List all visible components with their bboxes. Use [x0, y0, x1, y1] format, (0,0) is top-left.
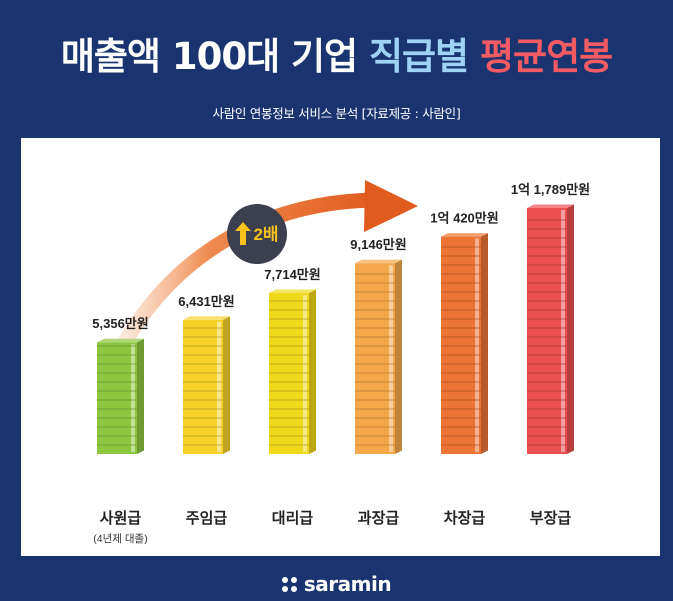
- category-label-3: 대리급: [272, 510, 314, 527]
- logo-text: saramin: [303, 572, 392, 596]
- bar-highlight: [131, 344, 135, 452]
- growth-arrow: [109, 180, 418, 364]
- bar-side: [395, 259, 402, 454]
- bar-top: [441, 233, 488, 237]
- bar-stripes: [97, 345, 137, 446]
- bar-front: [183, 319, 223, 454]
- category-label-5: 차장급: [444, 509, 486, 527]
- title-part-1: 매출액 100대 기업: [60, 35, 358, 78]
- value-label-6: 1억 1,789만원: [511, 182, 590, 197]
- category-note-1: (4년제 대졸): [93, 533, 147, 545]
- bar-1: [97, 338, 144, 454]
- bar-top: [183, 316, 230, 320]
- bar-front: [355, 263, 395, 454]
- bar-stripes: [355, 273, 395, 446]
- bar-top: [97, 338, 144, 343]
- bar-highlight: [217, 321, 221, 452]
- bar-side: [481, 233, 488, 454]
- category-label-2: 주임급: [186, 510, 228, 527]
- bar-2: [183, 316, 230, 454]
- badge-circle: [227, 204, 287, 264]
- bar-6: [527, 204, 574, 454]
- category-label-4: 과장급: [358, 509, 400, 527]
- bar-highlight: [475, 238, 479, 452]
- bar-front: [97, 342, 137, 454]
- bar-side: [223, 316, 230, 454]
- bar-top: [355, 259, 402, 264]
- bar-3: [269, 289, 316, 454]
- value-label-5: 1억 420만원: [430, 211, 498, 226]
- bar-4: [355, 259, 402, 454]
- bar-front: [527, 208, 567, 454]
- bar-highlight: [561, 210, 565, 452]
- bar-top: [269, 289, 316, 294]
- category-label-6: 부장급: [530, 509, 572, 527]
- saramin-logo: saramin: [0, 570, 673, 598]
- bar-side: [567, 204, 574, 454]
- title-part-3: 평균연봉: [479, 35, 613, 78]
- bar-top: [527, 204, 574, 208]
- bar-side: [137, 338, 144, 454]
- value-label-1: 5,356만원: [92, 316, 148, 331]
- badge-label: 2배: [253, 225, 278, 244]
- value-label-4: 9,146만원: [350, 237, 406, 252]
- bar-stripes: [183, 327, 223, 446]
- category-label-1: 사원급: [100, 510, 142, 527]
- bar-side: [309, 289, 316, 454]
- value-label-2: 6,431만원: [178, 294, 234, 309]
- up-arrow-icon: [235, 222, 251, 245]
- bar-5: [441, 233, 488, 454]
- title-part-2: 직급별: [368, 35, 469, 78]
- bar-highlight: [303, 295, 307, 452]
- page-title: 매출액 100대 기업 직급별 평균연봉: [0, 26, 673, 80]
- bar-stripes: [527, 219, 567, 446]
- bar-highlight: [389, 265, 393, 452]
- page-subtitle: 사람인 연봉정보 서비스 분석 [자료제공 : 사람인]: [212, 106, 461, 121]
- logo-dots-icon: [281, 576, 297, 592]
- bar-stripes: [441, 246, 481, 446]
- value-label-3: 7,714만원: [264, 267, 320, 282]
- bar-stripes: [269, 300, 309, 446]
- growth-badge: 2배: [227, 204, 287, 264]
